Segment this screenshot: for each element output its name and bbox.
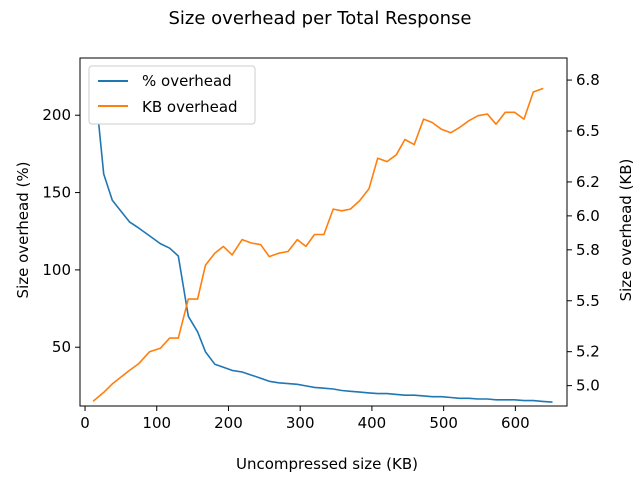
y-right-tick-label: 6.2 [576,173,600,191]
y-right-tick-label: 5.5 [576,292,600,310]
x-axis-ticks: 0 100 200 300 400 500 600 [80,406,530,432]
x-tick-label: 600 [501,414,530,432]
y-right-tick-label: 5.8 [576,241,600,259]
series-line-kb-overhead [92,87,544,402]
y-right-tick-label: 5.0 [576,377,600,395]
series-line-percent-overhead [92,71,553,403]
x-tick-label: 100 [142,414,171,432]
y-left-tick-label: 150 [42,184,71,202]
y-left-tick-label: 50 [52,338,71,356]
legend-label-percent: % overhead [142,72,232,90]
y-right-tick-label: 5.2 [576,343,600,361]
y-right-axis-label: Size overhead (KB) [617,159,635,302]
y-left-axis-ticks: 50 100 150 200 [42,106,80,356]
legend: % overhead KB overhead [88,65,256,125]
y-right-tick-label: 6.8 [576,71,600,89]
x-tick-label: 500 [429,414,458,432]
y-left-tick-label: 200 [42,106,71,124]
chart-title: Size overhead per Total Response [169,8,472,29]
y-left-axis-label: Size overhead (%) [14,162,32,299]
y-right-axis-ticks: 5.0 5.2 5.5 5.8 6.0 6.2 6.5 6.8 [567,71,600,395]
legend-label-kb: KB overhead [142,98,238,116]
x-tick-label: 400 [358,414,387,432]
plot-frame-outline [79,57,568,407]
y-right-tick-label: 6.0 [576,207,600,225]
x-tick-label: 0 [80,414,90,432]
x-axis-label: Uncompressed size (KB) [236,455,418,473]
legend-frame [88,65,256,125]
series-layer [79,57,568,407]
y-left-tick-label: 100 [42,261,71,279]
x-tick-label: 300 [286,414,315,432]
y-right-tick-label: 6.5 [576,122,600,140]
x-tick-label: 200 [214,414,243,432]
